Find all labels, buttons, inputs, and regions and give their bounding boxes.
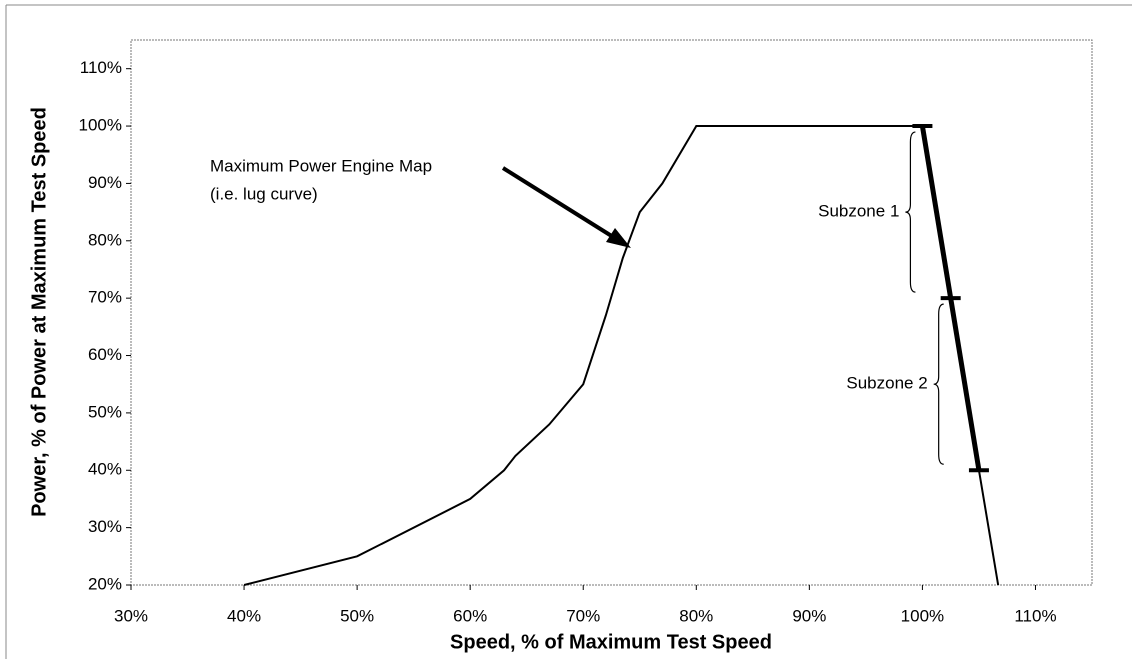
y-tick-label: 70% [88,288,122,307]
arrow-shaft [501,166,620,242]
y-tick-label: 30% [88,517,122,536]
brace [905,131,916,293]
annotation: (i.e. lug curve) [210,184,318,203]
x-tick-label: 100% [901,606,944,625]
x-tick-label: 30% [114,606,148,625]
x-tick-label: 90% [792,606,826,625]
arrow-head [606,228,631,248]
y-tick-label: 110% [80,58,122,77]
x-axis-title: Speed, % of Maximum Test Speed [450,631,772,653]
y-tick-label: 100% [79,116,122,135]
y-axis-title: Power, % of Power at Maximum Test Speed [28,107,50,517]
plot-area [130,39,1093,586]
subzone-label: Subzone 2 [846,374,927,393]
x-tick-label: 40% [227,606,261,625]
x-tick-label: 50% [340,606,374,625]
annotation: Maximum Power Engine Map [210,156,432,175]
x-tick-label: 110% [1014,606,1056,625]
x-tick-label: 80% [679,606,713,625]
x-tick-label: 60% [453,606,487,625]
y-tick-label: 80% [88,230,122,249]
y-tick-label: 60% [88,345,122,364]
y-tick-label: 20% [88,574,122,593]
x-tick-label: 70% [566,606,600,625]
y-tick-label: 90% [88,173,122,192]
y-tick-label: 40% [88,460,122,479]
brace [933,303,944,465]
y-tick-label: 50% [88,402,122,421]
subzone-label: Subzone 1 [818,202,899,221]
lug-curve [243,125,1000,586]
